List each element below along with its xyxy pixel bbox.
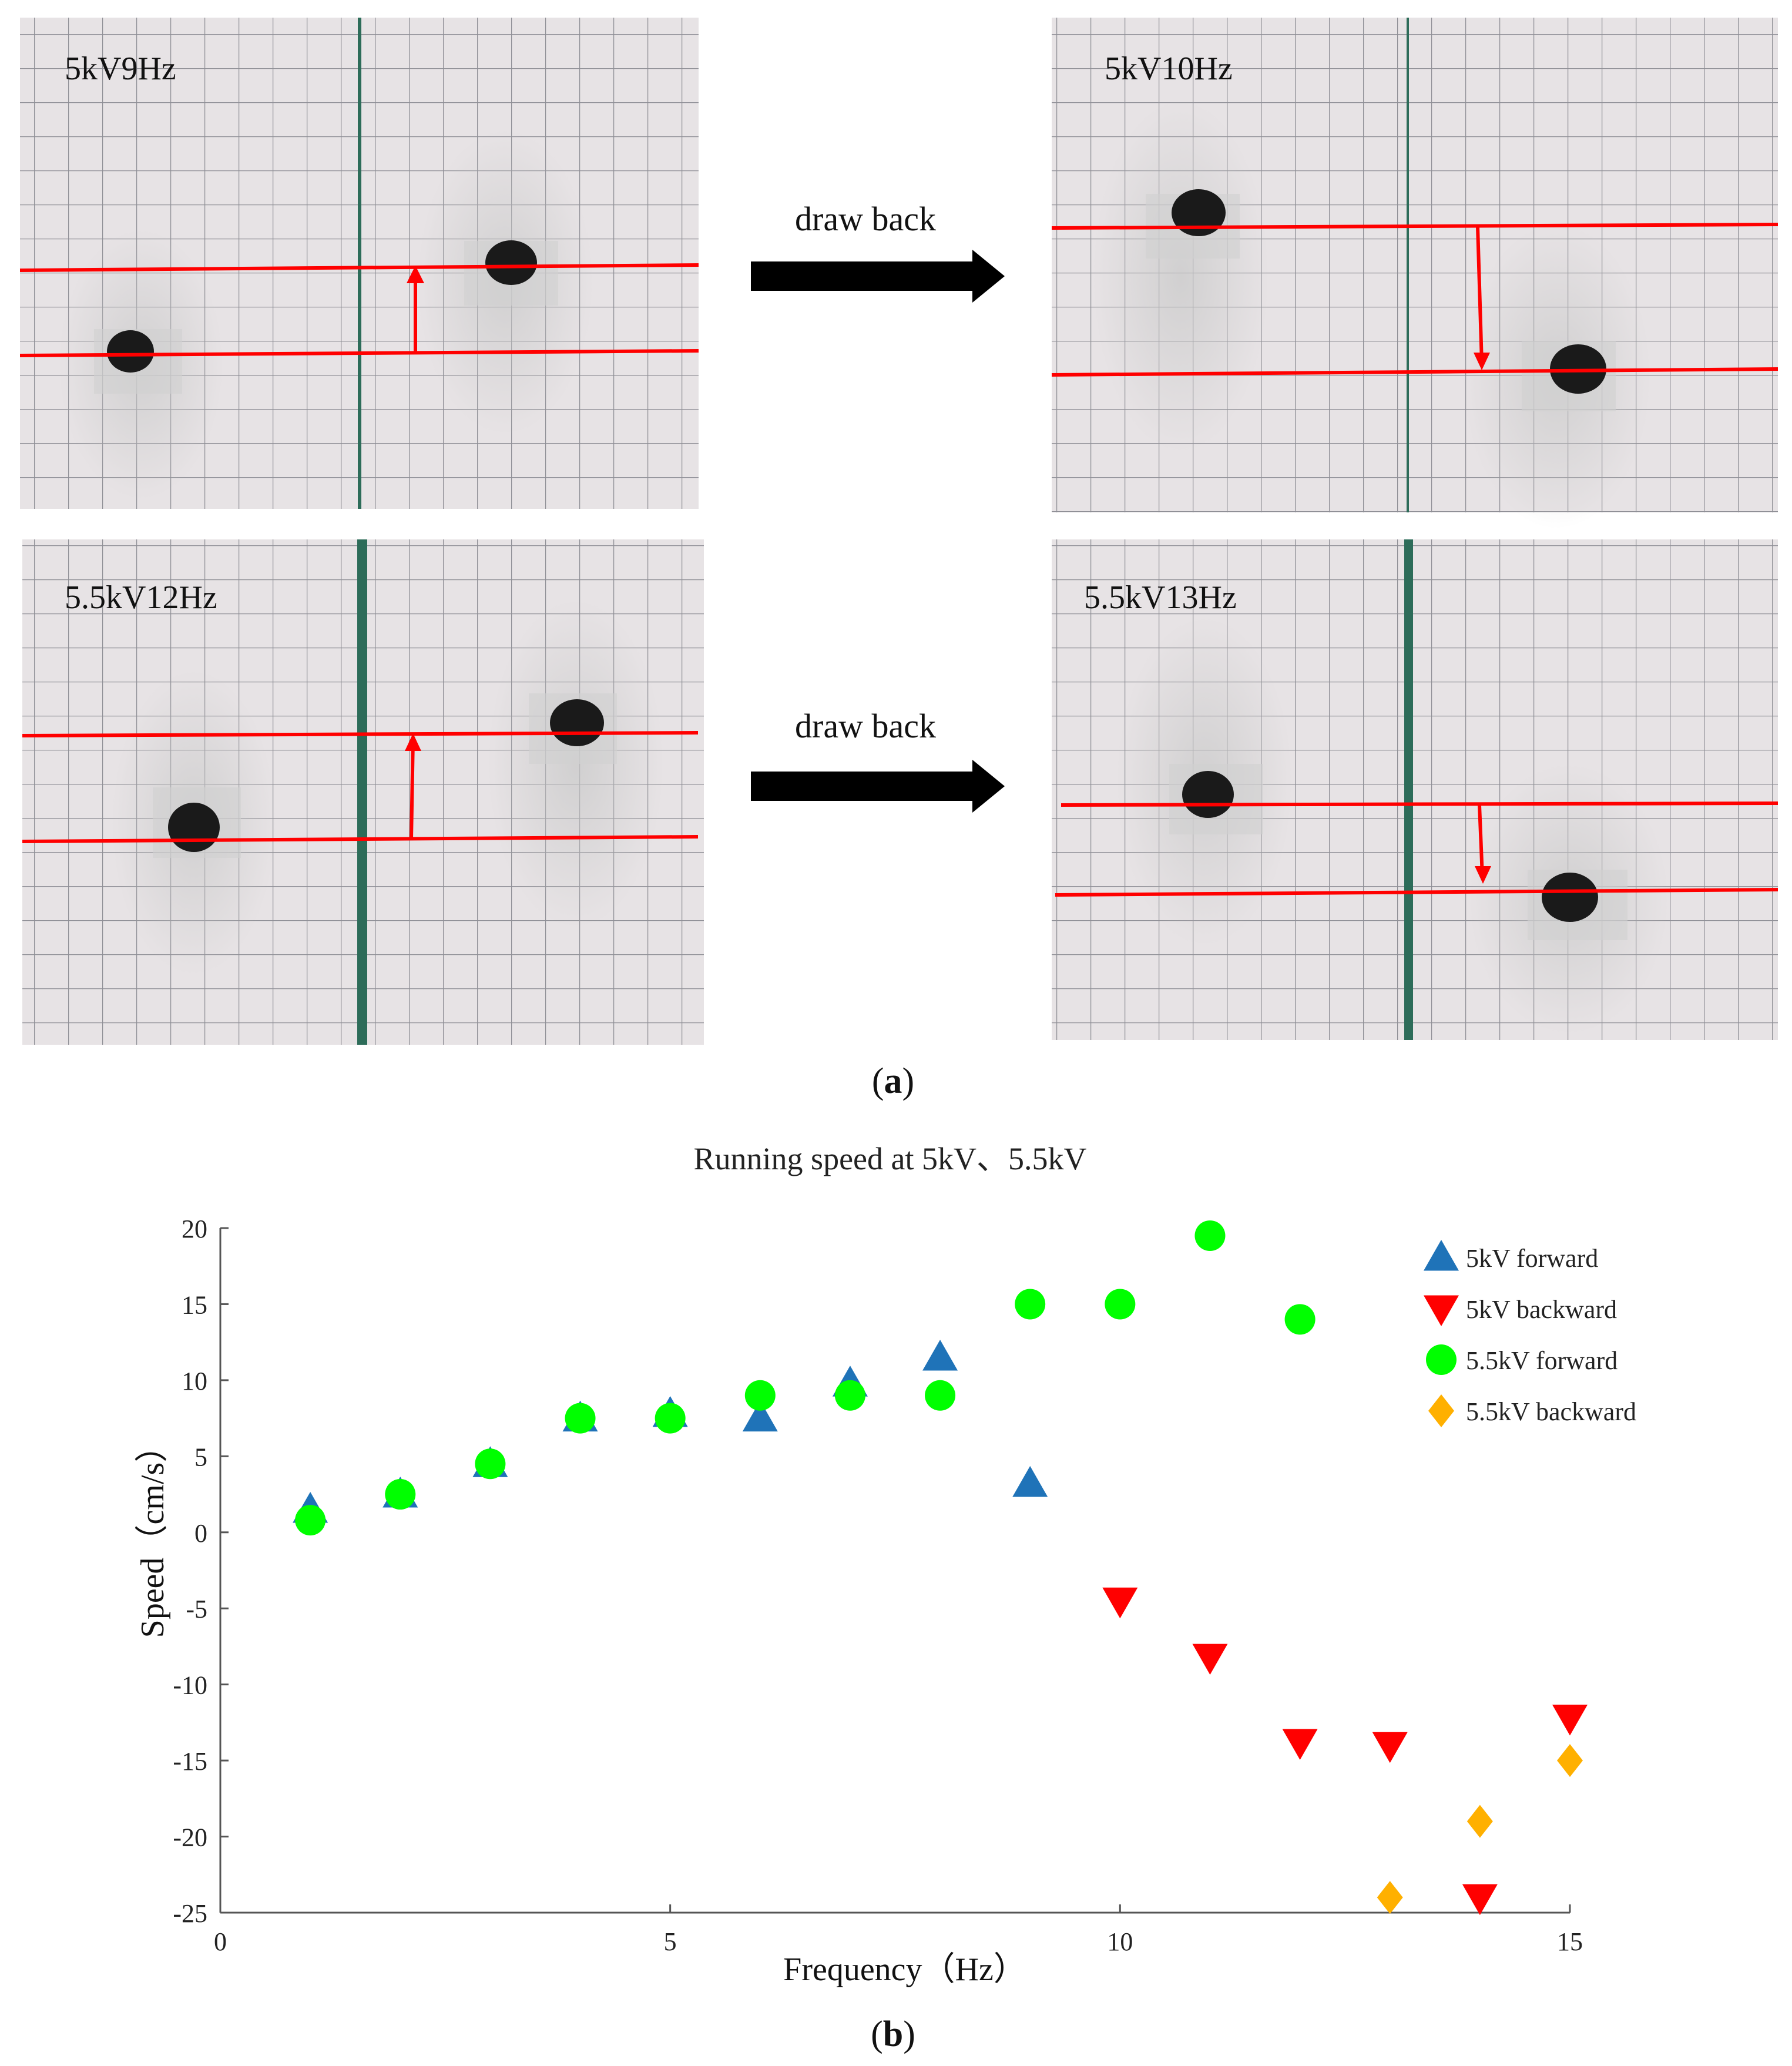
panel-a: 5kV9Hz 5kV10Hz — [19, 18, 1778, 1101]
data-point — [295, 1505, 326, 1536]
legend: 5kV forward 5kV backward 5.5kV forward 5.5k… — [1424, 1240, 1636, 1427]
data-point — [1557, 1744, 1583, 1777]
robot — [107, 330, 154, 373]
position-line — [1055, 888, 1778, 897]
robot — [485, 240, 537, 285]
legend-label: 5.5kV forward — [1466, 1346, 1618, 1375]
x-tick-label: 5 — [664, 1927, 677, 1956]
markers — [293, 1220, 1588, 1916]
position-line — [22, 835, 699, 843]
robot — [550, 699, 604, 746]
legend-entry: 5.5kV backward — [1428, 1394, 1636, 1427]
photo-label: 5.5kV12Hz — [65, 579, 217, 616]
photo-5-5kv13hz: 5.5kV13Hz — [1052, 539, 1778, 1040]
photo-label: 5.5kV13Hz — [1084, 579, 1237, 616]
data-point — [655, 1403, 686, 1434]
plot-area: 20 15 10 5 0 -5 -10 -15 -20 -25 0 5 10 15 — [173, 1215, 1588, 1956]
y-tick-label: -10 — [173, 1671, 207, 1700]
photo-5kv10hz: 5kV10Hz — [1051, 18, 1778, 529]
data-point — [1102, 1587, 1138, 1619]
legend-label: 5.5kV backward — [1466, 1397, 1636, 1426]
panel-a-caption: (a) — [872, 1061, 914, 1101]
position-line — [1051, 367, 1778, 377]
legend-marker — [1426, 1344, 1457, 1375]
data-point — [922, 1340, 958, 1371]
data-point — [925, 1380, 956, 1411]
x-tick-label: 10 — [1107, 1927, 1133, 1956]
photo-label: 5kV10Hz — [1105, 51, 1233, 87]
robot — [1542, 873, 1598, 922]
data-point — [1552, 1705, 1588, 1736]
robot — [168, 803, 220, 852]
x-tick-label: 0 — [214, 1927, 227, 1956]
arrow-label: draw back — [795, 707, 936, 745]
legend-entry: 5kV forward — [1424, 1240, 1598, 1273]
data-point — [742, 1400, 778, 1432]
data-point — [1372, 1732, 1408, 1763]
legend-entry: 5kV backward — [1424, 1295, 1617, 1326]
data-point — [1194, 1220, 1226, 1251]
y-tick-label: 5 — [194, 1443, 207, 1471]
chart-title: Running speed at 5kV、5.5kV — [694, 1141, 1087, 1176]
motion-arrow — [410, 739, 415, 840]
data-point — [1284, 1304, 1316, 1335]
legend-entry: 5.5kV forward — [1426, 1344, 1618, 1375]
position-line — [19, 349, 699, 357]
y-tick-label: 20 — [182, 1215, 207, 1243]
position-line — [1061, 801, 1778, 807]
y-ticks: 20 15 10 5 0 -5 -10 -15 -20 -25 — [173, 1215, 229, 1928]
photo-label: 5kV9Hz — [65, 51, 176, 87]
data-point — [1467, 1805, 1493, 1838]
photo-5kv9hz: 5kV9Hz — [19, 18, 699, 509]
draw-back-arrow-bottom: draw back — [751, 707, 1005, 813]
y-tick-label: -20 — [173, 1823, 207, 1852]
y-tick-label: -25 — [173, 1899, 207, 1928]
y-tick-label: -15 — [173, 1747, 207, 1776]
x-axis-label: Frequency（Hz） — [783, 1951, 1026, 1988]
draw-back-arrow-top: draw back — [751, 200, 1005, 303]
legend-label: 5kV backward — [1466, 1295, 1617, 1324]
data-point — [1105, 1289, 1136, 1320]
legend-marker — [1424, 1295, 1459, 1326]
position-line — [22, 731, 699, 737]
legend-marker — [1428, 1394, 1454, 1427]
series-5-5kv-backward — [1377, 1744, 1583, 1914]
series-5-5kv-forward — [295, 1220, 1316, 1536]
data-point — [1377, 1881, 1403, 1914]
data-point — [1282, 1729, 1318, 1760]
series-5kv-backward — [1102, 1587, 1588, 1916]
data-point — [565, 1403, 596, 1434]
y-tick-label: 0 — [194, 1519, 207, 1548]
photo-5-5kv12hz: 5.5kV12Hz — [22, 539, 704, 1045]
data-point — [1462, 1884, 1498, 1916]
panel-b: Running speed at 5kV、5.5kV 20 15 10 5 0 -5 -10… — [135, 1141, 1636, 2054]
arrow-label: draw back — [795, 200, 936, 238]
panel-b-caption: (b) — [871, 2014, 915, 2054]
data-point — [744, 1380, 776, 1411]
position-line — [1051, 223, 1778, 230]
y-tick-label: 15 — [182, 1290, 207, 1319]
robot — [1172, 189, 1226, 236]
x-ticks: 0 5 10 15 — [214, 1904, 1583, 1956]
data-point — [834, 1380, 865, 1411]
data-point — [385, 1479, 416, 1510]
motion-arrow — [1478, 804, 1484, 877]
data-point — [1192, 1644, 1228, 1675]
legend-label: 5kV forward — [1466, 1244, 1598, 1273]
robot — [1182, 771, 1234, 818]
x-tick-label: 15 — [1557, 1927, 1583, 1956]
y-tick-label: -5 — [186, 1595, 207, 1624]
y-tick-label: 10 — [182, 1367, 207, 1396]
legend-marker — [1424, 1240, 1459, 1271]
position-line — [19, 263, 699, 272]
y-axis-label: Speed（cm/s） — [135, 1430, 171, 1638]
motion-arrow — [1476, 226, 1484, 364]
data-point — [1015, 1289, 1046, 1320]
data-point — [1012, 1465, 1048, 1497]
data-point — [475, 1448, 506, 1480]
